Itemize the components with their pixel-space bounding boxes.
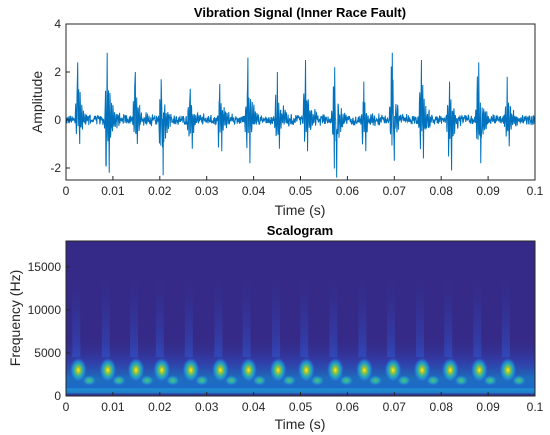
scalogram-streak bbox=[242, 266, 251, 358]
scalogram-x-tick-label: 0 bbox=[63, 400, 70, 414]
scalogram-hotspot bbox=[441, 357, 460, 384]
scalogram-hotspot-minor bbox=[251, 374, 268, 387]
signal-x-tick-label: 0.05 bbox=[289, 184, 313, 198]
scalogram-streak bbox=[358, 266, 367, 358]
scalogram-hotspot-minor bbox=[338, 374, 355, 387]
scalogram-hotspot-minor bbox=[482, 374, 499, 387]
signal-x-tick-label: 0 bbox=[63, 184, 70, 198]
scalogram-hotspot-minor bbox=[396, 374, 413, 387]
scalogram-y-tick-label: 15000 bbox=[28, 260, 62, 274]
scalogram-hotspot bbox=[69, 357, 88, 384]
signal-x-axis-label: Time (s) bbox=[275, 202, 326, 218]
signal-y-tick-label: 4 bbox=[54, 17, 61, 31]
scalogram-hotspot-minor bbox=[510, 374, 527, 387]
scalogram-streak bbox=[473, 266, 482, 358]
scalogram-x-tick-label: 0.03 bbox=[195, 400, 219, 414]
signal-y-axis-label: Amplitude bbox=[29, 71, 45, 133]
signal-y-tick-label: 2 bbox=[54, 65, 61, 79]
signal-x-tick-label: 0.1 bbox=[527, 184, 544, 198]
signal-series-line bbox=[66, 52, 535, 178]
scalogram-y-tick-label: 10000 bbox=[28, 303, 62, 317]
signal-plot-area bbox=[66, 24, 535, 180]
scalogram-low-ridge bbox=[66, 388, 535, 394]
scalogram-hotspot bbox=[152, 357, 171, 384]
signal-x-tick-label: 0.06 bbox=[336, 184, 360, 198]
scalogram-y-tick-label: 5000 bbox=[34, 346, 61, 360]
signal-x-tick-label: 0.09 bbox=[476, 184, 500, 198]
scalogram-hotspot-minor bbox=[281, 374, 298, 387]
scalogram-streak bbox=[214, 266, 223, 358]
scalogram-y-ticks: 0 5000 10000 15000 bbox=[28, 260, 70, 403]
signal-x-tick-label: 0.07 bbox=[383, 184, 407, 198]
signal-x-tick-label: 0.02 bbox=[148, 184, 172, 198]
scalogram-hotspot bbox=[269, 357, 288, 384]
scalogram-hotspot bbox=[413, 357, 432, 384]
signal-x-ticks: 0 0.01 0.02 0.03 0.04 0.05 0.06 0.07 0.08 0.09 0.1 bbox=[63, 176, 544, 198]
signal-y-tick-label: 0 bbox=[54, 113, 61, 127]
signal-y-tick-label: -2 bbox=[50, 161, 61, 175]
signal-plot: 0 0.01 0.02 0.03 0.04 0.05 0.06 0.07 0.08 0.09 0.1… bbox=[29, 5, 544, 218]
signal-title: Vibration Signal (Inner Race Fault) bbox=[194, 5, 406, 20]
scalogram-streak bbox=[444, 266, 453, 358]
scalogram-x-tick-label: 0.02 bbox=[148, 400, 172, 414]
scalogram-x-tick-label: 0.07 bbox=[383, 400, 407, 414]
scalogram-y-axis-label: Frequency (Hz) bbox=[7, 270, 23, 366]
scalogram-hotspot bbox=[127, 357, 146, 384]
scalogram-hotspot bbox=[211, 357, 230, 384]
scalogram-hotspot bbox=[384, 357, 403, 384]
scalogram-content bbox=[66, 266, 535, 396]
scalogram-x-tick-label: 0.1 bbox=[527, 400, 544, 414]
scalogram-x-ticks: 0 0.01 0.02 0.03 0.04 0.05 0.06 0.07 0.08 0.09 0.1 bbox=[63, 392, 544, 414]
scalogram-x-tick-label: 0.08 bbox=[430, 400, 454, 414]
scalogram-hotspot-minor bbox=[223, 374, 240, 387]
scalogram-streak bbox=[501, 266, 510, 358]
scalogram-hotspot-minor bbox=[164, 374, 181, 387]
scalogram-streak bbox=[387, 266, 396, 358]
scalogram-streak bbox=[416, 266, 425, 358]
scalogram-hotspot bbox=[98, 357, 117, 384]
scalogram-hotspot bbox=[297, 357, 316, 384]
scalogram-hotspot-minor bbox=[453, 374, 470, 387]
scalogram-hotspot-minor bbox=[110, 374, 127, 387]
signal-y-ticks: -2 0 2 4 bbox=[50, 17, 70, 175]
scalogram-streak bbox=[155, 266, 164, 358]
scalogram-hotspot bbox=[181, 357, 200, 384]
scalogram-hotspot-minor bbox=[193, 374, 210, 387]
scalogram-plot: 0 0.01 0.02 0.03 0.04 0.05 0.06 0.07 0.08 0.09 0.1… bbox=[7, 223, 544, 432]
scalogram-streak bbox=[101, 266, 110, 358]
signal-x-tick-label: 0.03 bbox=[195, 184, 219, 198]
scalogram-title: Scalogram bbox=[267, 223, 333, 238]
scalogram-x-tick-label: 0.04 bbox=[242, 400, 266, 414]
scalogram-hotspot bbox=[355, 357, 374, 384]
scalogram-hotspot-minor bbox=[139, 374, 156, 387]
scalogram-streak bbox=[184, 266, 193, 358]
scalogram-hotspot bbox=[239, 357, 258, 384]
scalogram-streak bbox=[130, 266, 139, 358]
scalogram-streak bbox=[329, 266, 338, 358]
scalogram-hotspot bbox=[498, 357, 517, 384]
scalogram-streak bbox=[72, 266, 81, 358]
signal-x-tick-label: 0.08 bbox=[430, 184, 454, 198]
scalogram-x-tick-label: 0.09 bbox=[476, 400, 500, 414]
scalogram-x-tick-label: 0.06 bbox=[336, 400, 360, 414]
signal-x-tick-label: 0.04 bbox=[242, 184, 266, 198]
scalogram-x-tick-label: 0.01 bbox=[101, 400, 125, 414]
scalogram-hotspot-minor bbox=[309, 374, 326, 387]
scalogram-hotspot-minor bbox=[81, 374, 98, 387]
scalogram-streak bbox=[272, 266, 281, 358]
scalogram-hotspot bbox=[470, 357, 489, 384]
scalogram-streak bbox=[300, 266, 309, 358]
scalogram-x-tick-label: 0.05 bbox=[289, 400, 313, 414]
scalogram-hotspot-minor bbox=[425, 374, 442, 387]
scalogram-x-axis-label: Time (s) bbox=[275, 416, 326, 432]
signal-x-tick-label: 0.01 bbox=[101, 184, 125, 198]
scalogram-y-tick-label: 0 bbox=[54, 389, 61, 403]
scalogram-hotspot-minor bbox=[367, 374, 384, 387]
scalogram-hotspot bbox=[326, 357, 345, 384]
